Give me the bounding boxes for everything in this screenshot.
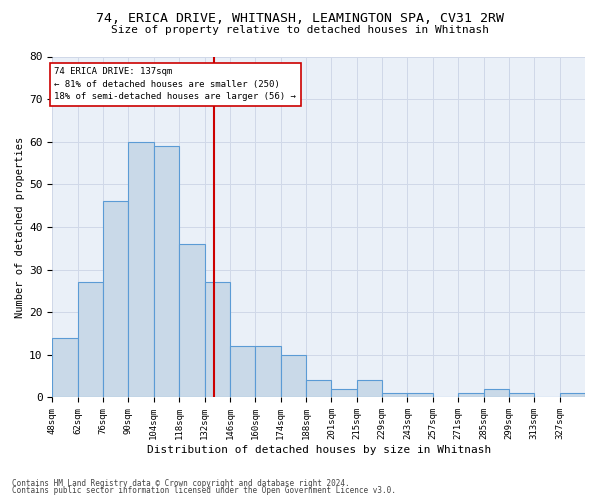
Text: 74 ERICA DRIVE: 137sqm
← 81% of detached houses are smaller (250)
18% of semi-de: 74 ERICA DRIVE: 137sqm ← 81% of detached…	[54, 67, 296, 101]
Bar	[306, 380, 331, 398]
Bar	[281, 355, 306, 398]
Bar	[205, 282, 230, 398]
Bar	[407, 393, 433, 398]
Text: Size of property relative to detached houses in Whitnash: Size of property relative to detached ho…	[111, 25, 489, 35]
Bar	[52, 338, 78, 398]
Bar	[103, 202, 128, 398]
Bar	[128, 142, 154, 398]
Bar	[230, 346, 255, 398]
Text: 74, ERICA DRIVE, WHITNASH, LEAMINGTON SPA, CV31 2RW: 74, ERICA DRIVE, WHITNASH, LEAMINGTON SP…	[96, 12, 504, 26]
Text: Contains HM Land Registry data © Crown copyright and database right 2024.: Contains HM Land Registry data © Crown c…	[12, 478, 350, 488]
Bar	[382, 393, 407, 398]
Bar	[560, 393, 585, 398]
Bar	[78, 282, 103, 398]
Text: Contains public sector information licensed under the Open Government Licence v3: Contains public sector information licen…	[12, 486, 396, 495]
Bar	[484, 389, 509, 398]
Bar	[331, 389, 357, 398]
X-axis label: Distribution of detached houses by size in Whitnash: Distribution of detached houses by size …	[146, 445, 491, 455]
Bar	[154, 146, 179, 398]
Bar	[357, 380, 382, 398]
Bar	[458, 393, 484, 398]
Y-axis label: Number of detached properties: Number of detached properties	[15, 136, 25, 318]
Bar	[509, 393, 534, 398]
Bar	[179, 244, 205, 398]
Bar	[255, 346, 281, 398]
